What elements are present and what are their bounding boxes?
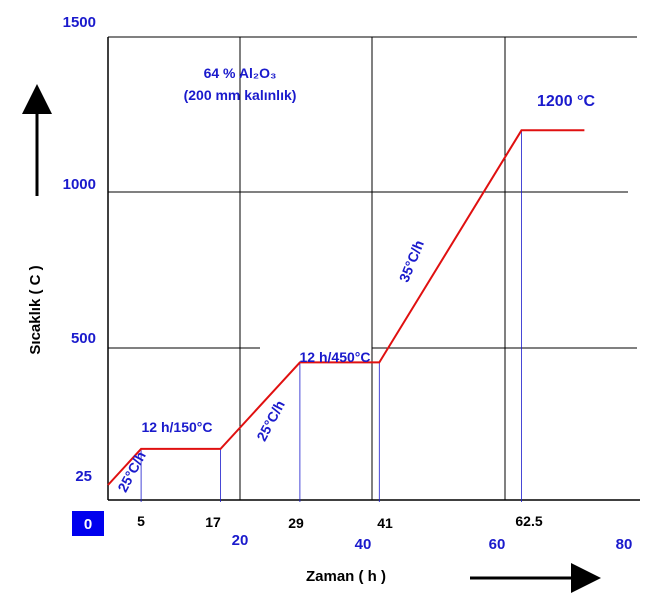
x-point-label-5: 5 bbox=[137, 513, 145, 529]
y-tick-500: 500 bbox=[71, 330, 96, 347]
x-tick-20: 20 bbox=[232, 532, 249, 549]
chart-subtitle: (200 mm kalınlık) bbox=[184, 87, 297, 103]
annotation-hold-1: 12 h/150°C bbox=[142, 419, 213, 435]
x-tick-60: 60 bbox=[489, 536, 506, 553]
y-tick-25: 25 bbox=[75, 468, 92, 485]
x-tick-0: 0 bbox=[84, 516, 92, 533]
annotation-rate-3: 35°C/h bbox=[396, 238, 427, 285]
x-point-label-62-5: 62.5 bbox=[515, 513, 542, 529]
annotation-rate-2: 25°C/h bbox=[253, 398, 288, 444]
annotation-max-temp: 1200 °C bbox=[537, 93, 595, 110]
x-tick-40: 40 bbox=[355, 536, 372, 553]
drop-lines bbox=[140, 130, 522, 502]
grid bbox=[108, 36, 637, 500]
chart-title: 64 % Al₂O₃ bbox=[204, 65, 277, 81]
x-point-label-17: 17 bbox=[205, 514, 221, 530]
x-tick-80: 80 bbox=[616, 536, 633, 553]
x-tick-0-box bbox=[72, 511, 104, 536]
y-axis-label: Sıcaklık ( C ) bbox=[27, 265, 44, 354]
series-points bbox=[107, 130, 585, 486]
x-point-label-41: 41 bbox=[377, 515, 393, 531]
x-axis-label: Zaman ( h ) bbox=[306, 568, 386, 585]
x-point-label-29: 29 bbox=[288, 515, 304, 531]
y-tick-1000: 1000 bbox=[63, 176, 96, 193]
annotation-hold-2: 12 h/450°C bbox=[300, 349, 371, 365]
y-tick-1500: 1500 bbox=[63, 14, 96, 31]
